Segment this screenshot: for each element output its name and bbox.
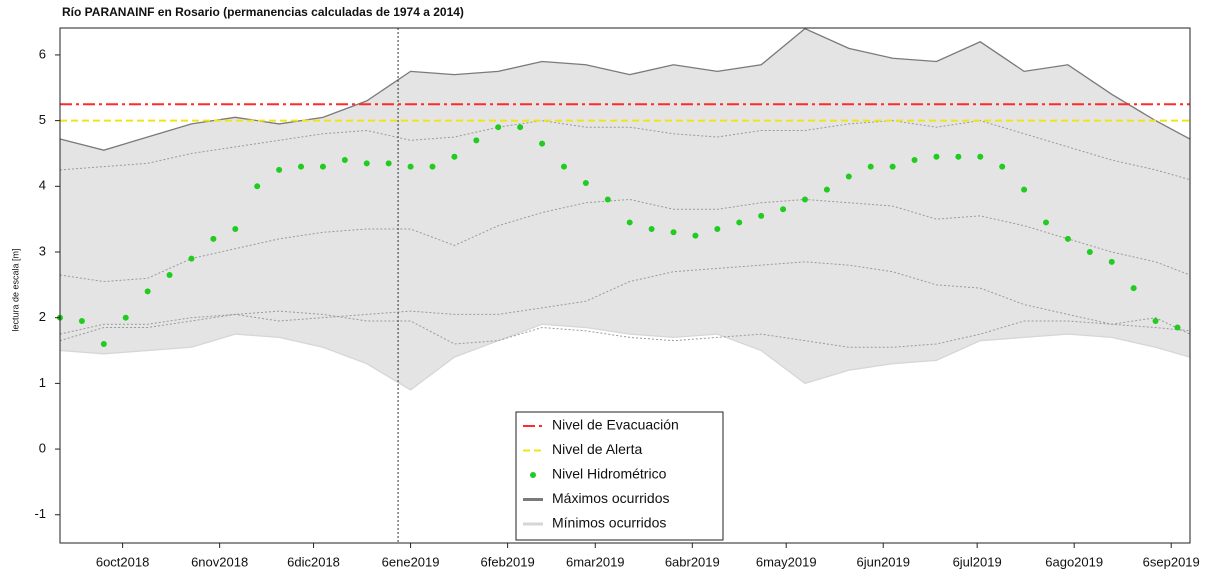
x-tick-label: 6ene2019	[382, 554, 440, 569]
level-point	[319, 163, 326, 170]
range-line	[59, 323, 1191, 391]
legend-label: Máximos ocurridos	[552, 490, 669, 506]
level-point	[889, 163, 896, 170]
x-tick-label: 6ago2019	[1045, 554, 1103, 569]
percentile-line	[59, 198, 1191, 283]
level-point	[911, 157, 918, 164]
chart-title: Río PARANAINF en Rosario (permanencias c…	[62, 5, 464, 19]
level-point	[977, 153, 984, 160]
x-tick-label: 6dic2018	[287, 554, 340, 569]
level-point	[648, 226, 655, 233]
level-point	[604, 196, 611, 203]
level-point	[341, 157, 348, 164]
legend-label: Mínimos ocurridos	[552, 515, 666, 531]
y-tick-label: 2	[39, 309, 46, 324]
y-tick-label: 5	[39, 112, 46, 127]
level-point	[166, 271, 173, 278]
level-point	[539, 140, 546, 147]
y-tick-label: 1	[39, 375, 46, 390]
level-point	[232, 226, 239, 233]
level-point	[955, 153, 962, 160]
level-point	[670, 229, 677, 236]
level-point	[1086, 248, 1093, 255]
range-band	[60, 28, 1190, 390]
y-tick-label: 0	[39, 441, 46, 456]
level-point	[626, 219, 633, 226]
y-axis-label: lectura de escala [m]	[10, 248, 20, 331]
level-point	[560, 163, 567, 170]
level-point	[1174, 324, 1181, 331]
level-point	[801, 196, 808, 203]
level-point	[1152, 317, 1159, 324]
level-point	[780, 206, 787, 213]
plot-frame	[59, 27, 1191, 544]
level-point	[1043, 219, 1050, 226]
level-point	[385, 160, 392, 167]
x-tick-label: 6feb2019	[481, 554, 535, 569]
legend-box	[515, 411, 724, 541]
level-point	[122, 314, 129, 321]
x-tick-label: 6may2019	[756, 554, 817, 569]
level-point	[736, 219, 743, 226]
level-point	[276, 166, 283, 173]
x-tick-label: 6sep2019	[1143, 554, 1200, 569]
level-point	[999, 163, 1006, 170]
level-point	[1108, 258, 1115, 265]
level-point	[495, 124, 502, 131]
x-tick-label: 6abr2019	[665, 554, 720, 569]
percentile-line	[59, 261, 1191, 335]
level-point	[1130, 285, 1137, 292]
level-point	[714, 226, 721, 233]
level-point	[363, 160, 370, 167]
x-tick-label: 6oct2018	[96, 554, 150, 569]
level-point	[582, 180, 589, 187]
y-tick-label: -1	[34, 506, 46, 521]
x-tick-label: 6nov2018	[191, 554, 248, 569]
level-point	[933, 153, 940, 160]
level-point	[845, 173, 852, 180]
level-point	[758, 212, 765, 219]
level-point	[517, 124, 524, 131]
x-tick-label: 6jul2019	[953, 554, 1002, 569]
level-point	[298, 163, 305, 170]
level-point	[867, 163, 874, 170]
level-point	[1021, 186, 1028, 193]
level-point	[210, 235, 217, 242]
percentile-line	[59, 310, 1191, 348]
legend-label: Nivel Hidrométrico	[552, 466, 667, 482]
legend-label: Nivel de Evacuación	[552, 417, 679, 433]
level-point	[188, 255, 195, 262]
level-point	[407, 163, 414, 170]
level-point	[1064, 235, 1071, 242]
range-line	[59, 27, 1191, 151]
level-point	[473, 137, 480, 144]
legend-symbol	[530, 472, 536, 478]
y-tick-label: 4	[39, 178, 46, 193]
level-point	[429, 163, 436, 170]
x-tick-label: 6jun2019	[856, 554, 910, 569]
level-point	[254, 183, 261, 190]
y-tick-label: 6	[39, 46, 46, 61]
level-point	[451, 153, 458, 160]
level-point	[144, 288, 151, 295]
y-tick-label: 3	[39, 243, 46, 258]
x-tick-label: 6mar2019	[566, 554, 625, 569]
legend-label: Nivel de Alerta	[552, 441, 642, 457]
level-point	[100, 340, 107, 347]
level-point	[823, 186, 830, 193]
level-point	[692, 232, 699, 239]
level-point	[78, 317, 85, 324]
